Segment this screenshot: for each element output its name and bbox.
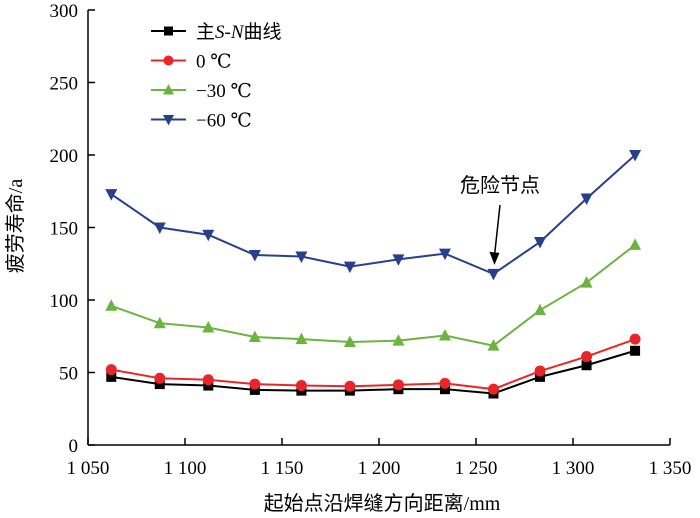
annotation-group: 危险节点 bbox=[460, 174, 540, 265]
y-tick-label: 300 bbox=[50, 1, 79, 22]
annotation-arrow-head bbox=[489, 251, 500, 265]
marker-circle bbox=[581, 351, 593, 363]
marker-triangle-down bbox=[392, 254, 405, 266]
marker-triangle-up bbox=[629, 238, 642, 250]
marker-square bbox=[203, 380, 214, 391]
series-line-0 bbox=[111, 349, 636, 395]
marker-triangle-down bbox=[487, 268, 500, 281]
marker-triangle-up bbox=[202, 321, 215, 333]
legend-label-part: N bbox=[230, 22, 245, 43]
marker-triangle-up bbox=[487, 339, 500, 351]
legend-label-part: 主 bbox=[196, 21, 215, 43]
marker-circle bbox=[534, 365, 546, 377]
axes-group: 0 50 100 150 200 250 300 1 050 1 100 1 150 1 200 1 … bbox=[50, 1, 692, 479]
series-line-3 bbox=[110, 154, 636, 276]
marker-triangle-up bbox=[438, 329, 451, 341]
marker-square bbox=[581, 360, 592, 371]
x-tick-label: 1 300 bbox=[552, 458, 595, 479]
series-line-1 bbox=[111, 338, 636, 391]
y-tick-label: 100 bbox=[50, 291, 79, 312]
legend-label: 主S-N曲线 bbox=[196, 21, 282, 43]
legend-label-part: - bbox=[225, 22, 231, 43]
marker-square bbox=[106, 371, 117, 382]
marker-square bbox=[630, 345, 641, 356]
marker-square bbox=[439, 384, 450, 395]
x-tick-label: 1 150 bbox=[261, 458, 304, 479]
y-tick-label: 50 bbox=[59, 364, 78, 385]
x-tick-label: 1 200 bbox=[358, 458, 401, 479]
marker-triangle-down bbox=[202, 229, 215, 242]
legend-label-part: 曲线 bbox=[244, 21, 282, 43]
marker-triangle-up bbox=[580, 276, 593, 288]
x-tick-label: 1 100 bbox=[164, 458, 207, 479]
marker-triangle-down bbox=[534, 237, 547, 249]
x-tick-label: 1 350 bbox=[649, 458, 692, 479]
marker-square bbox=[164, 26, 173, 36]
marker-triangle-up bbox=[153, 316, 166, 329]
y-tick-label: 250 bbox=[50, 74, 79, 95]
legend-label: 0 ℃ bbox=[196, 52, 232, 73]
annotation-text: 危险节点 bbox=[460, 174, 540, 197]
marker-circle bbox=[154, 372, 166, 384]
marker-triangle-down bbox=[163, 115, 174, 126]
marker-circle bbox=[344, 380, 356, 392]
marker-triangle-up bbox=[248, 330, 261, 342]
marker-triangle-up bbox=[163, 84, 174, 95]
marker-circle bbox=[202, 374, 214, 386]
marker-triangle-down bbox=[105, 189, 118, 201]
marker-circle bbox=[249, 378, 261, 390]
marker-circle bbox=[487, 383, 499, 395]
marker-circle bbox=[295, 380, 307, 392]
marker-triangle-down bbox=[343, 261, 356, 274]
legend-label-part: S bbox=[215, 22, 225, 43]
marker-triangle-up bbox=[392, 334, 405, 346]
marker-circle bbox=[629, 333, 641, 345]
marker-square bbox=[154, 379, 165, 390]
legend-label: −60 ℃ bbox=[196, 111, 252, 132]
y-axis-title: 疲劳寿命/a bbox=[4, 179, 27, 274]
marker-circle bbox=[163, 55, 174, 66]
marker-triangle-down bbox=[580, 193, 593, 205]
x-tick-label: 1 250 bbox=[455, 458, 498, 479]
series-line-2 bbox=[110, 244, 636, 347]
marker-triangle-down bbox=[153, 222, 166, 234]
marker-circle bbox=[439, 377, 451, 389]
y-tick-label: 150 bbox=[50, 219, 79, 240]
marker-triangle-down bbox=[295, 251, 308, 263]
series-group bbox=[105, 150, 642, 399]
marker-triangle-down bbox=[438, 248, 451, 261]
marker-square bbox=[249, 384, 260, 395]
marker-triangle-up bbox=[343, 335, 356, 348]
marker-triangle-up bbox=[105, 299, 118, 311]
marker-triangle-up bbox=[534, 303, 547, 316]
y-tick-label: 0 bbox=[69, 436, 79, 457]
marker-square bbox=[535, 371, 546, 382]
x-axis-title: 起始点沿焊缝方向距离/mm bbox=[264, 492, 501, 515]
marker-triangle-down bbox=[629, 150, 642, 162]
legend: 主S-N曲线 0 ℃ −30 ℃ −60 ℃ bbox=[151, 21, 282, 132]
marker-triangle-up bbox=[295, 332, 308, 345]
y-tick-label: 200 bbox=[50, 146, 79, 167]
annotation-arrow-shaft bbox=[493, 204, 501, 256]
marker-circle bbox=[105, 364, 117, 376]
marker-circle bbox=[392, 379, 404, 391]
x-tick-label: 1 050 bbox=[67, 458, 110, 479]
legend-label: −30 ℃ bbox=[196, 81, 252, 102]
marker-triangle-down bbox=[248, 250, 261, 262]
